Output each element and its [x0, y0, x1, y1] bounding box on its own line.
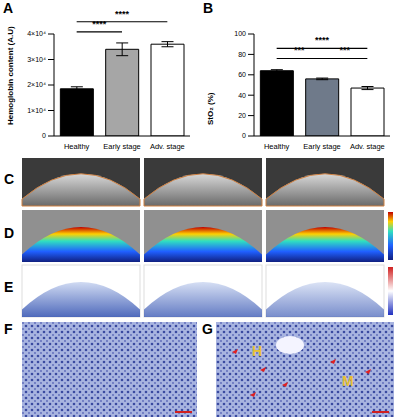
svg-text:4×10⁴: 4×10⁴ [27, 30, 46, 37]
svg-text:F: F [4, 321, 13, 337]
svg-text:Adv. stage: Adv. stage [350, 142, 385, 151]
svg-text:Healthy: Healthy [64, 142, 90, 151]
svg-text:StO₂ (%): StO₂ (%) [206, 92, 215, 125]
svg-text:****: **** [115, 9, 130, 19]
svg-text:***: *** [294, 45, 305, 55]
svg-text:Early stage: Early stage [103, 142, 141, 151]
svg-text:****: **** [92, 19, 107, 29]
svg-text:G: G [202, 321, 213, 337]
svg-text:***: *** [339, 45, 350, 55]
svg-text:20: 20 [238, 112, 246, 119]
svg-text:2×10⁴: 2×10⁴ [27, 81, 46, 88]
svg-text:E: E [4, 279, 13, 295]
svg-text:M: M [342, 373, 354, 389]
svg-text:1×10⁴: 1×10⁴ [27, 107, 46, 114]
svg-text:****: **** [315, 35, 330, 45]
svg-text:0: 0 [242, 132, 246, 139]
svg-text:40: 40 [238, 92, 246, 99]
svg-text:C: C [4, 171, 14, 187]
svg-text:60: 60 [238, 71, 246, 78]
svg-text:0: 0 [42, 132, 46, 139]
svg-text:H: H [252, 343, 262, 359]
svg-text:D: D [4, 225, 14, 241]
svg-text:Adv. stage: Adv. stage [150, 142, 185, 151]
svg-text:80: 80 [238, 51, 246, 58]
svg-text:Hemoglobin content (A.U): Hemoglobin content (A.U) [6, 26, 15, 125]
svg-text:Early stage: Early stage [303, 142, 341, 151]
svg-text:Healthy: Healthy [264, 142, 290, 151]
svg-text:A: A [3, 0, 13, 16]
svg-text:100: 100 [234, 30, 246, 37]
svg-text:3×10⁴: 3×10⁴ [27, 56, 46, 63]
svg-text:B: B [203, 0, 213, 16]
